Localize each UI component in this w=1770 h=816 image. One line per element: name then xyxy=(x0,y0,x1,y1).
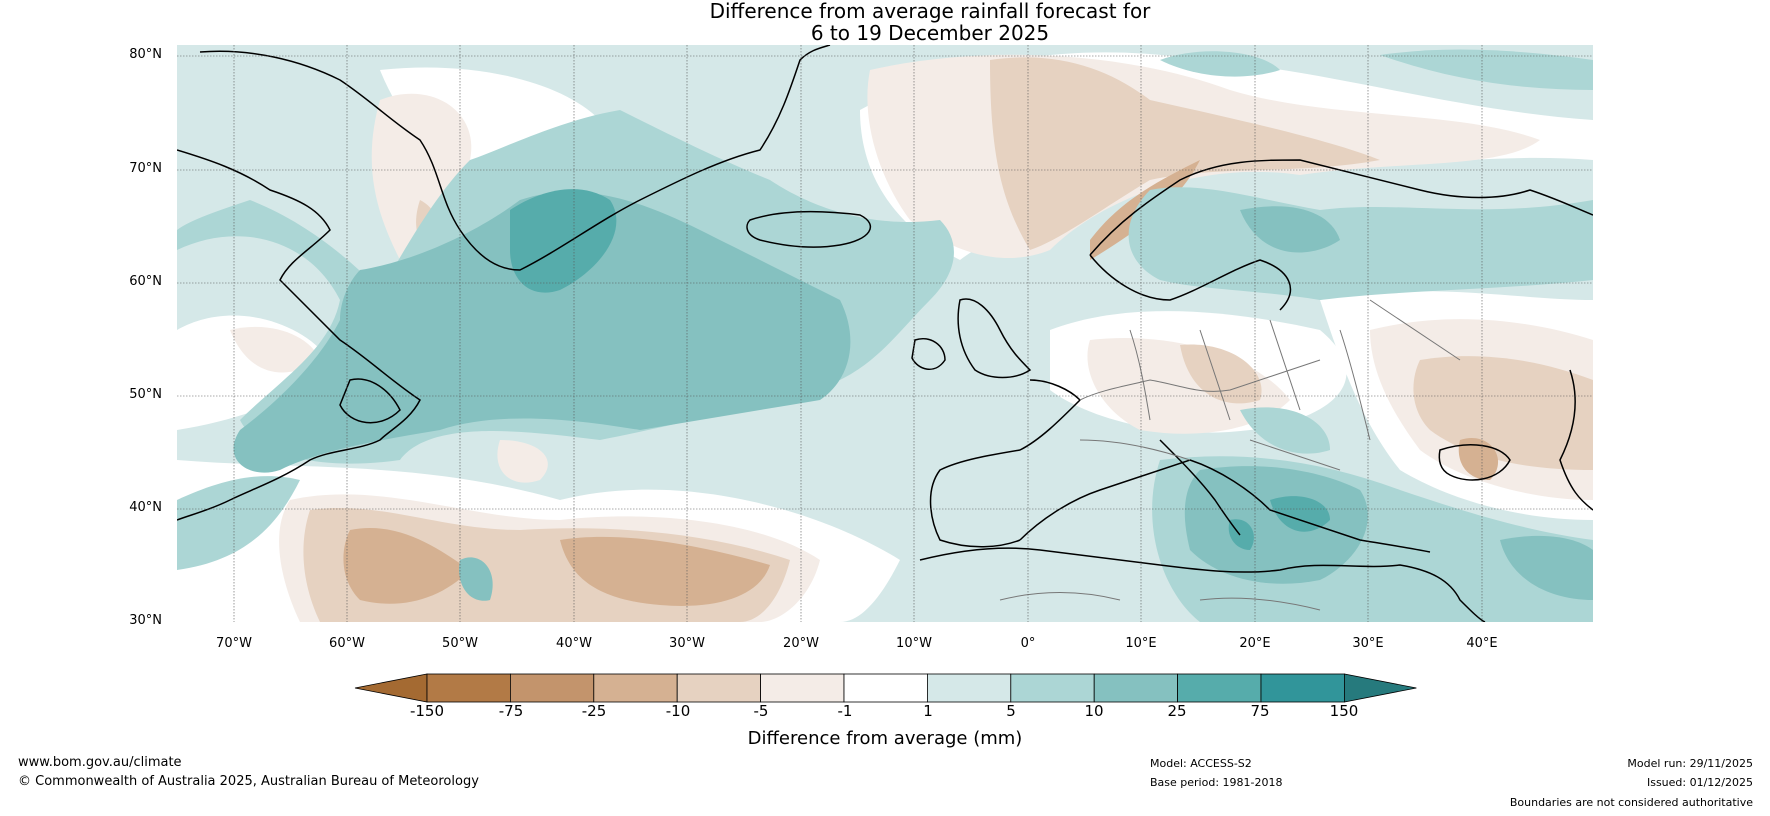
colorbar-label: Difference from average (mm) xyxy=(747,728,1023,749)
colorbar-tick-label: 5 xyxy=(1006,702,1016,720)
lon-label: 30°E xyxy=(1352,636,1384,651)
lon-label: 20°W xyxy=(783,636,819,651)
lon-label: 70°W xyxy=(216,636,252,651)
graticule xyxy=(177,45,1593,622)
coastlines xyxy=(177,45,1593,622)
wet-stronger-area xyxy=(1270,496,1330,532)
wet-mid-area xyxy=(1160,51,1280,77)
dry-mid-area xyxy=(990,57,1380,250)
website-link[interactable]: www.bom.gov.au/climate xyxy=(18,755,182,770)
dry-strong-area xyxy=(1458,438,1499,480)
lon-label: 30°W xyxy=(669,636,705,651)
lon-label: 50°W xyxy=(442,636,478,651)
colorbar-tick-label: 75 xyxy=(1250,702,1270,720)
colorbar xyxy=(354,673,1417,703)
dry-strong-area xyxy=(343,528,470,604)
lat-label: 30°N xyxy=(129,613,162,628)
issued-date: Issued: 01/12/2025 xyxy=(1646,776,1753,789)
colorbar-tick-label: 10 xyxy=(1084,702,1104,720)
lat-label: 50°N xyxy=(129,387,162,402)
lon-label: 10°W xyxy=(896,636,932,651)
colorbar-tick-label: -150 xyxy=(409,702,445,720)
country-borders xyxy=(999,299,1461,611)
copyright-text: © Commonwealth of Australia 2025, Austra… xyxy=(18,774,479,789)
dry-mid-area xyxy=(1413,356,1593,470)
colorbar-tick-label: -75 xyxy=(498,702,524,720)
colorbar-extend-high xyxy=(1344,673,1417,703)
model-run-date: Model run: 29/11/2025 xyxy=(1627,757,1753,770)
colorbar-segment xyxy=(676,673,762,703)
model-name: Model: ACCESS-S2 xyxy=(1150,757,1252,770)
colorbar-segment xyxy=(843,673,928,703)
colorbar-segment xyxy=(1177,673,1262,703)
map-field xyxy=(177,45,1593,622)
wet-strong-area xyxy=(233,191,851,473)
dry-light-area xyxy=(371,93,472,260)
lon-label: 60°W xyxy=(329,636,365,651)
wet-stronger-area xyxy=(1228,519,1254,550)
lon-label: 0° xyxy=(1020,636,1036,651)
wet-strong-area xyxy=(1500,535,1593,600)
lat-label: 40°N xyxy=(129,500,162,515)
wet-strong-area xyxy=(1240,206,1340,253)
colorbar-tick-label: -5 xyxy=(753,702,769,720)
map-title-line-1: Difference from average rainfall forecas… xyxy=(709,0,1151,23)
colorbar-extend-low xyxy=(354,673,428,703)
colorbar-segment xyxy=(593,673,678,703)
colorbar-tick-label: -10 xyxy=(665,702,691,720)
lon-label: 40°W xyxy=(556,636,592,651)
dry-mid-area xyxy=(1180,344,1262,404)
colorbar-segment xyxy=(509,673,595,703)
colorbar-tick-label: 25 xyxy=(1167,702,1187,720)
wet-mid-area xyxy=(177,476,300,570)
map-title-line-2: 6 to 19 December 2025 xyxy=(810,21,1050,45)
colorbar-tick-label: -1 xyxy=(837,702,853,720)
colorbar-tick-label: 1 xyxy=(923,702,933,720)
lon-label: 40°E xyxy=(1466,636,1498,651)
wet-mid-area xyxy=(1240,407,1330,454)
colorbar-tick-label: -25 xyxy=(581,702,607,720)
wet-strong-area xyxy=(1184,466,1368,584)
lon-label: 10°E xyxy=(1125,636,1157,651)
colorbar-segment xyxy=(1010,673,1095,703)
boundaries-disclaimer: Boundaries are not considered authoritat… xyxy=(1509,796,1753,809)
colorbar-segment xyxy=(1260,673,1345,703)
wet-mid-area xyxy=(1380,49,1593,90)
dry-light-area xyxy=(230,326,320,373)
colorbar-segment xyxy=(760,673,845,703)
colorbar-segment xyxy=(927,673,1012,703)
lat-label: 70°N xyxy=(129,161,162,176)
lat-label: 80°N xyxy=(129,47,162,62)
lon-label: 20°E xyxy=(1239,636,1271,651)
colorbar-tick-label: 150 xyxy=(1329,702,1359,720)
dry-strong-area xyxy=(560,536,770,606)
colorbar-segment xyxy=(1093,673,1178,703)
lat-label: 60°N xyxy=(129,274,162,289)
wet-strong-area xyxy=(459,557,493,601)
dry-light-area xyxy=(497,440,548,483)
wet-stronger-area xyxy=(510,189,617,293)
base-period: Base period: 1981-2018 xyxy=(1150,776,1283,789)
colorbar-segment xyxy=(426,673,511,703)
